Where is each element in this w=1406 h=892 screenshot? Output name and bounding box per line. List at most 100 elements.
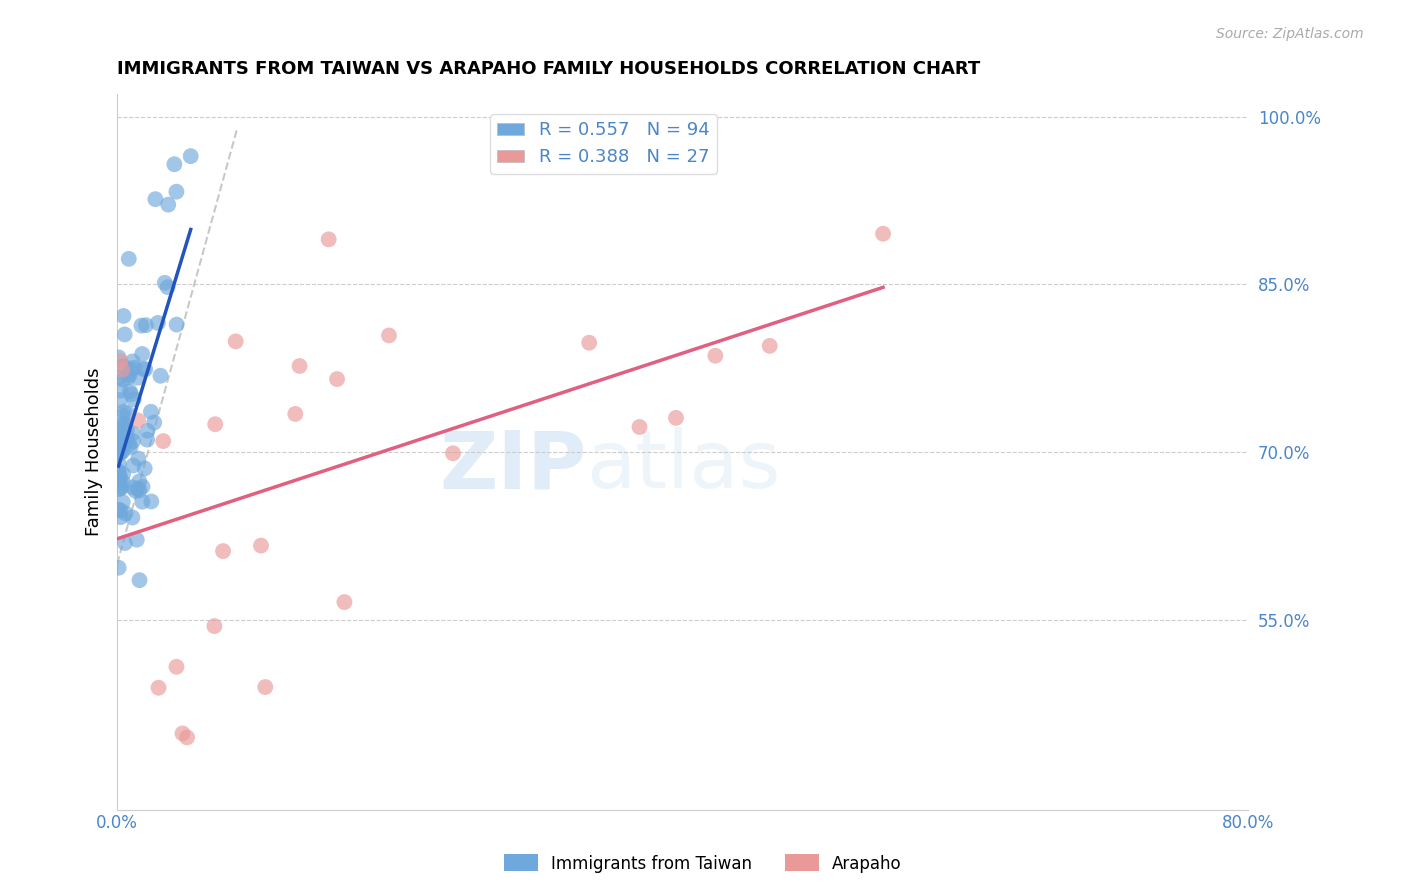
Point: [121, 510, 143, 524]
Point: [108, 370, 131, 384]
Point: [378, 328, 401, 343]
Point: [131, 318, 153, 333]
Point: [118, 384, 141, 399]
Point: [107, 437, 129, 451]
Point: [326, 372, 349, 386]
Point: [225, 334, 247, 349]
Point: [115, 430, 138, 444]
Point: [122, 392, 145, 406]
Point: [132, 362, 155, 376]
Point: [152, 434, 174, 448]
Point: [284, 407, 307, 421]
Point: [110, 424, 132, 438]
Point: [107, 351, 129, 365]
Point: [112, 421, 135, 435]
Point: [180, 149, 202, 163]
Point: [111, 444, 134, 458]
Point: [112, 404, 135, 418]
Text: atlas: atlas: [586, 427, 780, 505]
Point: [143, 416, 166, 430]
Point: [118, 368, 141, 383]
Point: [141, 494, 163, 508]
Y-axis label: Family Households: Family Households: [86, 368, 103, 536]
Point: [204, 417, 226, 432]
Point: [157, 197, 180, 211]
Point: [111, 409, 134, 423]
Point: [107, 433, 129, 447]
Point: [202, 619, 225, 633]
Point: [114, 506, 136, 520]
Point: [254, 680, 277, 694]
Point: [114, 436, 136, 450]
Point: [128, 483, 150, 498]
Point: [148, 681, 170, 695]
Point: [114, 327, 136, 342]
Text: IMMIGRANTS FROM TAIWAN VS ARAPAHO FAMILY HOUSEHOLDS CORRELATION CHART: IMMIGRANTS FROM TAIWAN VS ARAPAHO FAMILY…: [117, 60, 980, 78]
Point: [110, 503, 132, 517]
Point: [127, 451, 149, 466]
Point: [135, 318, 157, 333]
Point: [110, 434, 132, 448]
Point: [122, 434, 145, 449]
Point: [107, 434, 129, 449]
Point: [108, 442, 131, 457]
Point: [115, 422, 138, 436]
Point: [110, 480, 132, 494]
Point: [108, 472, 131, 486]
Point: [156, 280, 179, 294]
Point: [176, 731, 198, 745]
Point: [153, 276, 176, 290]
Point: [250, 539, 273, 553]
Point: [112, 475, 135, 490]
Point: [628, 420, 651, 434]
Point: [117, 406, 139, 420]
Point: [127, 413, 149, 427]
Point: [318, 232, 340, 246]
Point: [121, 354, 143, 368]
Point: [108, 393, 131, 408]
Point: [108, 427, 131, 442]
Point: [124, 483, 146, 498]
Point: [333, 595, 356, 609]
Point: [665, 410, 688, 425]
Point: [112, 309, 135, 323]
Point: [118, 437, 141, 451]
Point: [107, 482, 129, 496]
Point: [139, 405, 162, 419]
Point: [108, 469, 131, 483]
Point: [128, 573, 150, 587]
Point: [120, 441, 142, 455]
Point: [108, 457, 131, 471]
Point: [127, 370, 149, 384]
Point: [146, 316, 169, 330]
Point: [112, 373, 135, 387]
Legend: Immigrants from Taiwan, Arapaho: Immigrants from Taiwan, Arapaho: [498, 847, 908, 880]
Point: [120, 362, 142, 376]
Point: [872, 227, 894, 241]
Point: [127, 482, 149, 496]
Point: [112, 359, 135, 373]
Point: [704, 349, 727, 363]
Point: [118, 252, 141, 266]
Point: [107, 447, 129, 461]
Point: [117, 370, 139, 384]
Point: [145, 192, 167, 206]
Point: [110, 481, 132, 495]
Point: [212, 544, 235, 558]
Point: [172, 726, 194, 740]
Point: [111, 495, 134, 509]
Point: [166, 660, 188, 674]
Point: [124, 360, 146, 375]
Point: [108, 446, 131, 460]
Point: [112, 467, 135, 482]
Point: [128, 475, 150, 489]
Point: [111, 363, 134, 377]
Point: [110, 445, 132, 459]
Point: [107, 464, 129, 478]
Text: Source: ZipAtlas.com: Source: ZipAtlas.com: [1216, 27, 1364, 41]
Point: [578, 335, 600, 350]
Point: [288, 359, 311, 373]
Point: [131, 347, 153, 361]
Point: [107, 560, 129, 574]
Point: [112, 417, 135, 431]
